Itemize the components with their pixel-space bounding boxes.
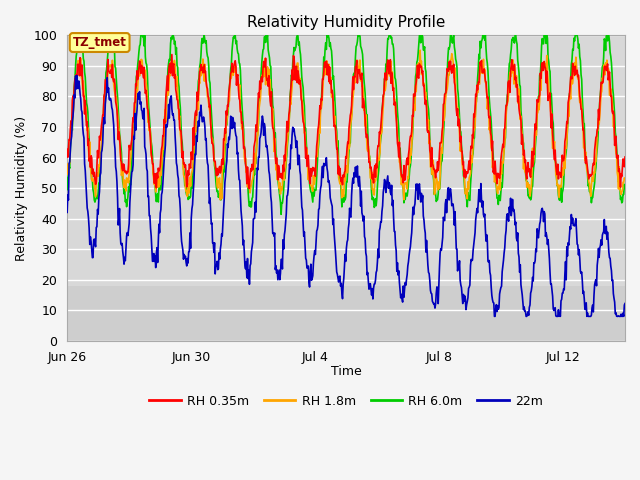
- RH 0.35m: [195, 80, 203, 86]
- RH 6.0m: [267, 63, 275, 69]
- RH 6.0m: [77, 33, 85, 38]
- RH 0.35m: [63, 146, 71, 152]
- RH 0.35m: [83, 119, 91, 125]
- RH 0.35m: [268, 89, 275, 95]
- RH 6.0m: [515, 70, 523, 76]
- 22m: [63, 209, 71, 215]
- RH 0.35m: [515, 106, 523, 111]
- Line: 22m: 22m: [67, 75, 625, 316]
- 22m: [621, 300, 629, 306]
- RH 1.8m: [416, 48, 424, 53]
- RH 6.0m: [277, 212, 285, 217]
- X-axis label: Time: Time: [331, 365, 362, 378]
- 22m: [515, 254, 523, 260]
- 22m: [267, 193, 275, 199]
- RH 0.35m: [168, 52, 176, 58]
- RH 6.0m: [84, 109, 92, 115]
- RH 6.0m: [381, 76, 388, 82]
- 22m: [491, 313, 499, 319]
- RH 1.8m: [621, 176, 629, 182]
- 22m: [73, 72, 81, 78]
- Line: RH 1.8m: RH 1.8m: [67, 50, 625, 200]
- Title: Relativity Humidity Profile: Relativity Humidity Profile: [247, 15, 445, 30]
- RH 6.0m: [63, 187, 71, 192]
- RH 6.0m: [298, 62, 305, 68]
- RH 1.8m: [515, 86, 523, 92]
- 22m: [195, 123, 203, 129]
- 22m: [84, 208, 92, 214]
- RH 6.0m: [195, 75, 203, 81]
- RH 0.35m: [381, 77, 388, 83]
- RH 1.8m: [267, 94, 275, 99]
- Text: TZ_tmet: TZ_tmet: [73, 36, 127, 49]
- RH 1.8m: [380, 92, 388, 97]
- Legend: RH 0.35m, RH 1.8m, RH 6.0m, 22m: RH 0.35m, RH 1.8m, RH 6.0m, 22m: [145, 390, 548, 413]
- RH 0.35m: [621, 154, 629, 160]
- Bar: [67, 286, 625, 341]
- RH 1.8m: [297, 84, 305, 90]
- RH 1.8m: [195, 107, 202, 113]
- RH 1.8m: [63, 171, 71, 177]
- 22m: [380, 184, 388, 190]
- Y-axis label: Relativity Humidity (%): Relativity Humidity (%): [15, 116, 28, 261]
- Line: RH 0.35m: RH 0.35m: [67, 55, 625, 189]
- RH 1.8m: [216, 197, 224, 203]
- RH 0.35m: [245, 186, 253, 192]
- RH 6.0m: [621, 185, 629, 191]
- 22m: [297, 172, 305, 178]
- RH 1.8m: [83, 128, 91, 133]
- RH 0.35m: [298, 96, 305, 102]
- Line: RH 6.0m: RH 6.0m: [67, 36, 625, 215]
